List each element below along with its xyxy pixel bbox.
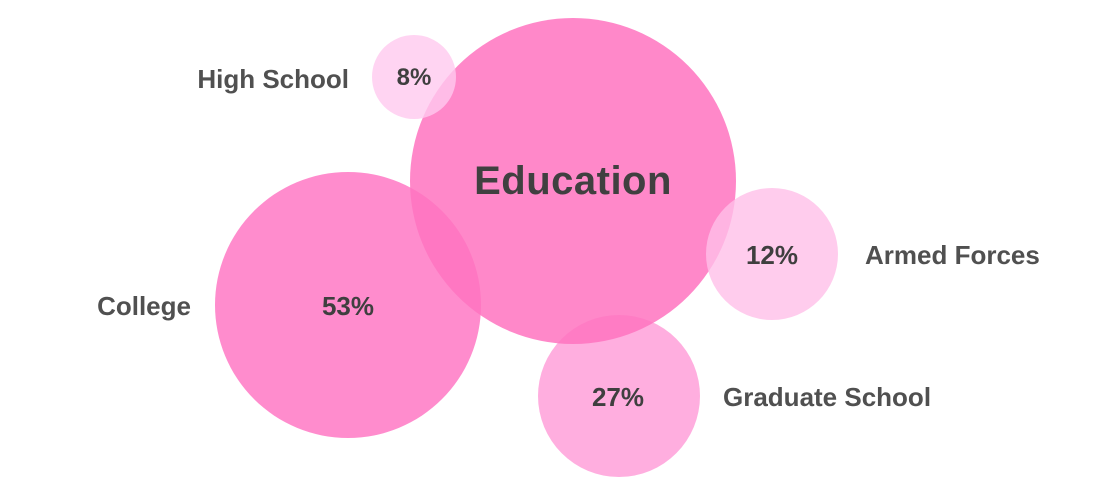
college-label: College xyxy=(97,291,191,321)
graduate-school-percent: 27% xyxy=(591,382,645,412)
graduate-school-bubble xyxy=(538,315,700,477)
college-percent: 53% xyxy=(321,291,375,321)
graduate-school-label: Graduate School xyxy=(723,382,932,412)
high-school-percent: 8% xyxy=(396,64,432,91)
armed-forces-bubble xyxy=(706,188,838,320)
armed-forces-percent: 12% xyxy=(745,240,799,270)
high-school-label: High School xyxy=(197,64,349,94)
center-title: Education xyxy=(474,159,672,203)
education-center-bubble xyxy=(410,18,736,344)
high-school-bubble xyxy=(372,35,456,119)
armed-forces-label: Armed Forces xyxy=(865,240,1040,270)
college-bubble xyxy=(215,172,481,438)
